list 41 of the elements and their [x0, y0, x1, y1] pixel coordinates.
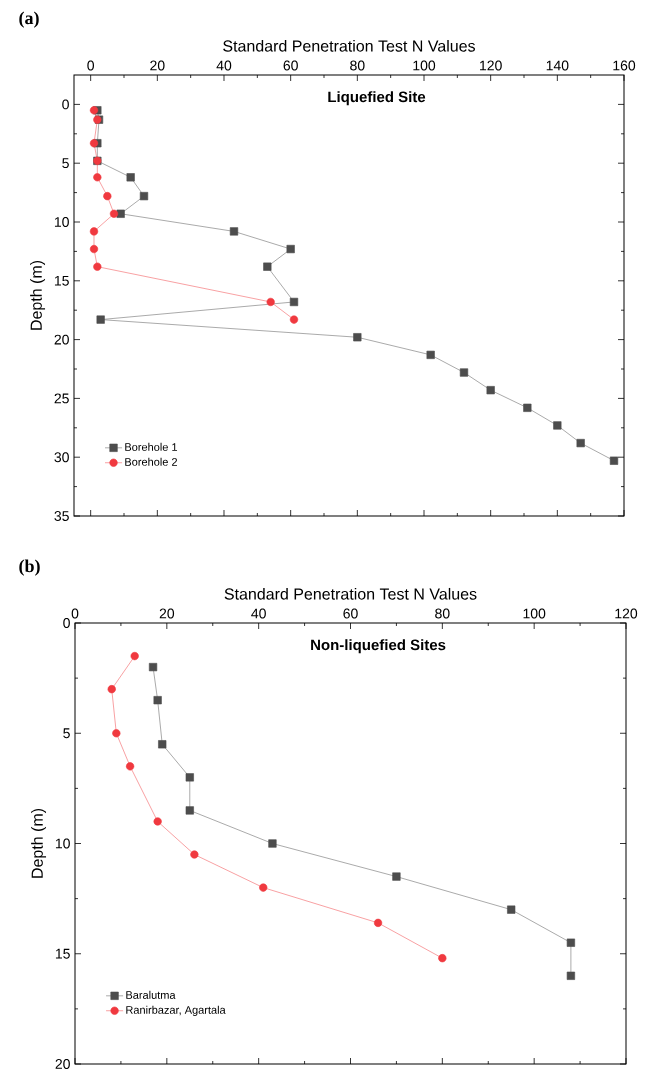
x-tick-label: 100 [523, 608, 546, 619]
y-tick-label: 0 [62, 99, 69, 110]
x-tick-label: 80 [350, 60, 365, 71]
y-axis-title: Depth (m) [31, 808, 47, 878]
text: Liquefied Site [328, 91, 426, 106]
x-tick-label: 20 [159, 608, 175, 619]
legend-label: Ranirbazar, Agartala [126, 1005, 226, 1017]
x-axis-title: Standard Penetration Test N Values [223, 39, 475, 52]
x-tick-label: 40 [251, 608, 266, 619]
x-tick-label: 100 [413, 60, 436, 71]
x-tick-label: 120 [480, 60, 502, 71]
x-tick-label: 160 [613, 60, 636, 71]
y-tick-label: 5 [62, 158, 69, 169]
legend-label: Baralutma [126, 990, 176, 999]
y-tick-label: 20 [54, 334, 69, 345]
y-tick-label: 35 [54, 511, 69, 521]
x-axis-title: Standard Penetration Test N Values [224, 587, 477, 600]
text: Non-liquefied Sites [311, 639, 446, 654]
x-tick-label: 0 [87, 60, 95, 71]
y-tick-label: 30 [54, 452, 69, 463]
y-tick-label: 10 [55, 838, 70, 849]
legend-label: Borehole 2 [125, 457, 178, 466]
y-tick-label: 15 [55, 948, 70, 959]
y-tick-label: 15 [54, 275, 69, 286]
x-tick-label: 80 [435, 608, 450, 619]
y-axis-title: Depth (m) [30, 260, 46, 330]
y-tick-label: 10 [54, 217, 69, 227]
y-tick-label: 20 [55, 1059, 70, 1069]
x-tick-label: 60 [343, 608, 358, 619]
x-tick-label: 60 [283, 60, 298, 71]
x-tick-label: 120 [615, 608, 638, 619]
y-tick-label: 25 [54, 393, 69, 404]
x-tick-label: 40 [216, 60, 232, 71]
x-tick-label: 140 [546, 60, 569, 71]
text: (b) [19, 559, 40, 576]
y-tick-label: 5 [63, 728, 70, 739]
legend-label: Borehole 1 [125, 442, 178, 451]
y-tick-label: 0 [63, 618, 70, 628]
x-tick-label: 0 [71, 608, 79, 619]
text: (a) [19, 11, 39, 28]
x-tick-label: 20 [150, 60, 165, 71]
